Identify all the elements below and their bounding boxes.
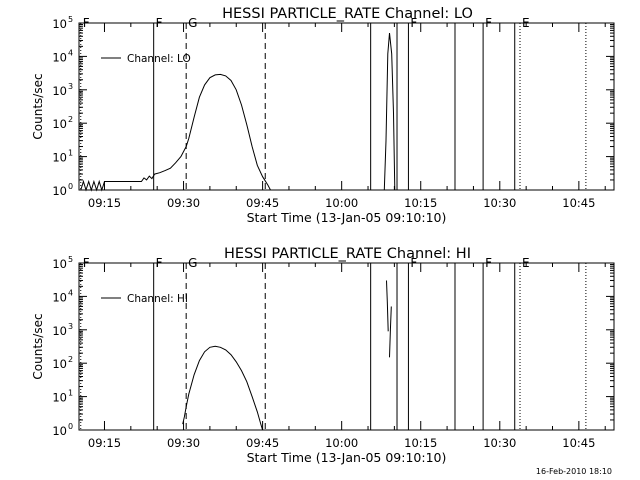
chart-title: HESSI PARTICLE_RATE Channel: LO xyxy=(222,6,473,22)
y-tick-exponent: 0 xyxy=(68,422,73,431)
event-marker-label: F xyxy=(410,256,417,270)
y-tick-exponent: 3 xyxy=(68,82,73,91)
series-line xyxy=(386,280,389,332)
y-tick-exponent: 4 xyxy=(68,288,73,297)
event-marker-label: F xyxy=(156,16,163,30)
y-tick-label: 10 xyxy=(52,290,67,304)
event-marker-label: G xyxy=(188,16,197,30)
x-axis-label: Start Time (13-Jan-05 09:10:10) xyxy=(247,450,447,465)
y-tick-label: 10 xyxy=(52,17,67,31)
x-tick-label: 10:00 xyxy=(325,436,358,450)
y-tick-exponent: 5 xyxy=(68,255,73,264)
y-tick-label: 10 xyxy=(52,257,67,271)
y-tick-label: 10 xyxy=(52,50,67,64)
y-axis-label: Counts/sec xyxy=(31,313,45,379)
event-marker-label: F xyxy=(485,16,492,30)
event-marker-label: F xyxy=(83,16,90,30)
x-tick-label: 10:45 xyxy=(562,436,595,450)
series-line xyxy=(383,33,396,191)
y-tick-label: 10 xyxy=(52,324,67,338)
panel-hi: HESSI PARTICLE_RATE Channel: HI 09:15 09:3… xyxy=(31,246,615,465)
x-tick-label: 10:00 xyxy=(325,196,358,210)
y-axis-label: Counts/sec xyxy=(31,73,45,139)
y-tick-exponent: 1 xyxy=(68,149,73,158)
x-tick-label: 09:15 xyxy=(88,436,121,450)
event-marker-label: E xyxy=(522,16,530,30)
plot-frame xyxy=(78,22,615,191)
event-marker-label: E xyxy=(522,256,530,270)
footer-timestamp: 16-Feb-2010 18:10 xyxy=(536,467,612,476)
event-marker-label: F xyxy=(156,256,163,270)
series-line xyxy=(182,345,264,431)
x-tick-label: 10:15 xyxy=(404,436,437,450)
plot-frame xyxy=(78,262,615,431)
x-tick-label: 10:30 xyxy=(483,196,516,210)
event-marker-label: F xyxy=(410,16,417,30)
x-tick-label: 10:15 xyxy=(404,196,437,210)
y-tick-label: 10 xyxy=(52,117,67,131)
x-tick-label: 10:45 xyxy=(562,196,595,210)
y-tick-exponent: 4 xyxy=(68,48,73,57)
y-tick-label: 10 xyxy=(52,84,67,98)
x-tick-label: 10:30 xyxy=(483,436,516,450)
event-marker-label: G xyxy=(188,256,197,270)
series-line xyxy=(389,306,392,358)
panel-lo: HESSI PARTICLE_RATE Channel: LO 09:15 09:3… xyxy=(31,6,615,225)
x-tick-label: 09:30 xyxy=(167,196,200,210)
y-tick-label: 10 xyxy=(52,424,67,438)
y-tick-exponent: 2 xyxy=(68,115,73,124)
x-tick-label: 09:45 xyxy=(246,196,279,210)
event-marker-label: F xyxy=(485,256,492,270)
chart-title: HESSI PARTICLE_RATE Channel: HI xyxy=(224,246,471,262)
y-tick-label: 10 xyxy=(52,391,67,405)
x-tick-label: 09:15 xyxy=(88,196,121,210)
event-marker-label: F xyxy=(83,256,90,270)
y-tick-label: 10 xyxy=(52,357,67,371)
y-tick-label: 10 xyxy=(52,151,67,165)
x-tick-label: 09:45 xyxy=(246,436,279,450)
legend-label: Channel: HI xyxy=(127,293,188,305)
y-tick-exponent: 5 xyxy=(68,15,73,24)
y-tick-label: 10 xyxy=(52,184,67,198)
y-tick-exponent: 2 xyxy=(68,355,73,364)
legend-label: Channel: LO xyxy=(127,53,191,65)
y-tick-exponent: 1 xyxy=(68,389,73,398)
y-tick-exponent: 0 xyxy=(68,182,73,191)
x-axis-label: Start Time (13-Jan-05 09:10:10) xyxy=(247,210,447,225)
x-tick-label: 09:30 xyxy=(167,436,200,450)
y-tick-exponent: 3 xyxy=(68,322,73,331)
series-line xyxy=(80,73,271,192)
